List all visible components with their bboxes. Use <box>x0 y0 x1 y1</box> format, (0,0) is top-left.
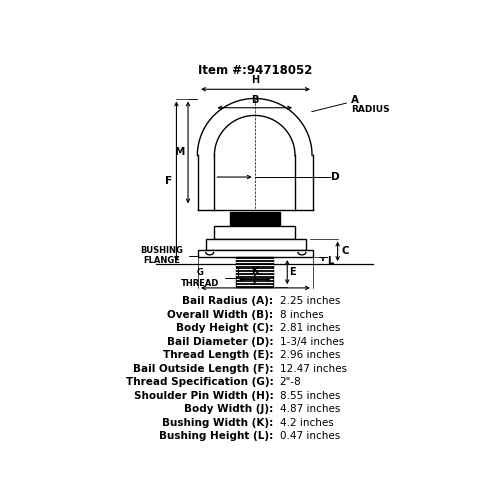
Text: C: C <box>342 246 349 256</box>
Text: D: D <box>332 172 340 182</box>
Text: 0.47 inches: 0.47 inches <box>280 431 340 441</box>
Text: B: B <box>251 94 258 104</box>
Text: 8 inches: 8 inches <box>280 310 323 320</box>
Text: Body Height (C):: Body Height (C): <box>176 324 274 334</box>
Text: Thread Specification (G):: Thread Specification (G): <box>126 377 274 387</box>
Text: 2.81 inches: 2.81 inches <box>280 324 340 334</box>
Text: Shoulder Pin Width (H):: Shoulder Pin Width (H): <box>134 390 274 400</box>
Text: L: L <box>328 256 334 266</box>
Text: 8.55 inches: 8.55 inches <box>280 390 340 400</box>
Text: 2.96 inches: 2.96 inches <box>280 350 340 360</box>
Text: F: F <box>166 176 172 186</box>
Text: E: E <box>290 267 296 277</box>
Bar <box>198 250 313 257</box>
Text: Bail Outside Length (F):: Bail Outside Length (F): <box>133 364 274 374</box>
Text: A: A <box>351 95 359 105</box>
Text: Item #:94718052: Item #:94718052 <box>198 64 312 76</box>
Text: 4.87 inches: 4.87 inches <box>280 404 340 414</box>
Text: 2.25 inches: 2.25 inches <box>280 296 340 306</box>
Text: 12.47 inches: 12.47 inches <box>280 364 346 374</box>
Bar <box>206 238 306 250</box>
Text: H: H <box>250 76 259 86</box>
Text: 1-3/4 inches: 1-3/4 inches <box>280 337 344 347</box>
Text: Bail Radius (A):: Bail Radius (A): <box>182 296 274 306</box>
Text: G
THREAD: G THREAD <box>182 266 238 287</box>
Text: BUSHING
FLANGE: BUSHING FLANGE <box>140 246 198 266</box>
Bar <box>214 226 295 238</box>
Text: 2"-8: 2"-8 <box>280 377 301 387</box>
Text: K: K <box>251 266 258 276</box>
Text: RADIUS: RADIUS <box>351 105 390 114</box>
Text: Bail Diameter (D):: Bail Diameter (D): <box>167 337 274 347</box>
Bar <box>236 257 274 287</box>
Text: Thread Length (E):: Thread Length (E): <box>163 350 274 360</box>
Text: Overall Width (B):: Overall Width (B): <box>168 310 274 320</box>
Text: Body Width (J):: Body Width (J): <box>184 404 274 414</box>
Text: Bushing Height (L):: Bushing Height (L): <box>159 431 274 441</box>
Bar <box>230 212 280 226</box>
Text: Bushing Width (K):: Bushing Width (K): <box>162 418 274 428</box>
Text: J: J <box>253 275 256 285</box>
Text: M: M <box>174 148 185 158</box>
Text: 4.2 inches: 4.2 inches <box>280 418 333 428</box>
